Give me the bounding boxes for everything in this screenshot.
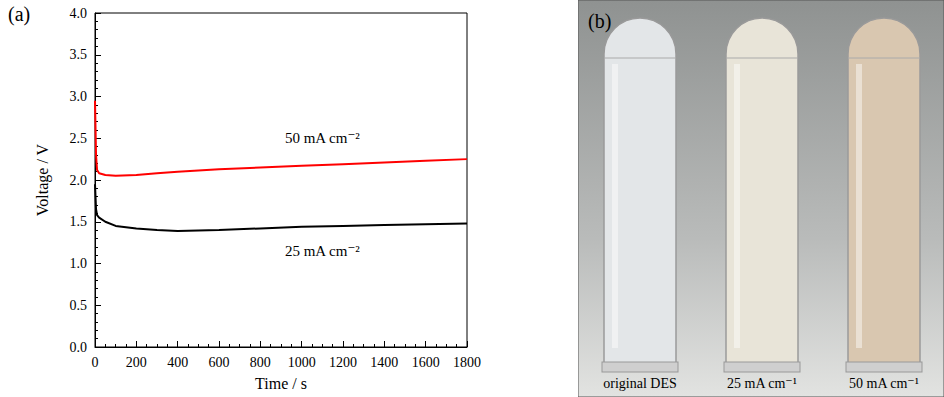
svg-text:1600: 1600	[412, 355, 440, 370]
svg-text:(a): (a)	[8, 3, 30, 26]
svg-text:600: 600	[209, 355, 230, 370]
svg-text:50 mA cm⁻²: 50 mA cm⁻²	[285, 130, 360, 146]
svg-text:Time / s: Time / s	[255, 375, 307, 392]
svg-text:2.0: 2.0	[70, 173, 88, 188]
svg-text:1000: 1000	[288, 355, 316, 370]
svg-text:3.5: 3.5	[70, 47, 88, 62]
svg-text:1400: 1400	[370, 355, 398, 370]
svg-text:2.5: 2.5	[70, 131, 88, 146]
svg-text:50 mA cm⁻¹: 50 mA cm⁻¹	[849, 376, 919, 391]
svg-text:200: 200	[126, 355, 147, 370]
svg-text:400: 400	[167, 355, 188, 370]
svg-text:1800: 1800	[453, 355, 481, 370]
svg-text:3.0: 3.0	[70, 89, 88, 104]
svg-text:800: 800	[250, 355, 271, 370]
svg-text:0: 0	[92, 355, 99, 370]
svg-text:1200: 1200	[329, 355, 357, 370]
svg-text:1.5: 1.5	[70, 214, 88, 229]
svg-text:Voltage / V: Voltage / V	[34, 143, 52, 216]
svg-text:0.0: 0.0	[70, 340, 88, 355]
svg-text:original DES: original DES	[603, 376, 677, 391]
svg-text:(b): (b)	[588, 10, 611, 33]
svg-text:0.5: 0.5	[70, 298, 88, 313]
svg-text:4.0: 4.0	[70, 6, 88, 21]
svg-text:25 mA cm⁻²: 25 mA cm⁻²	[285, 243, 360, 259]
svg-text:1.0: 1.0	[70, 256, 88, 271]
svg-text:25 mA cm⁻¹: 25 mA cm⁻¹	[727, 376, 797, 391]
